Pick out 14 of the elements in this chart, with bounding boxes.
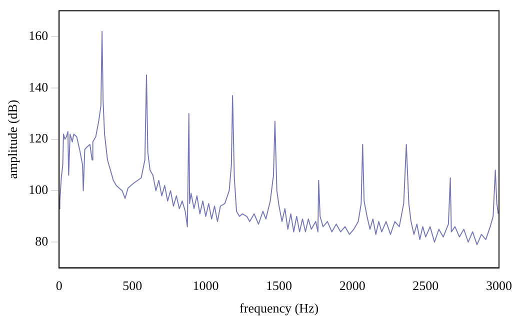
x-tick-label: 500 <box>122 278 142 294</box>
x-tick-label: 1500 <box>266 278 292 294</box>
x-tick-label: 0 <box>56 278 62 294</box>
x-tick-label: 1000 <box>192 278 219 294</box>
x-tick-label: 2500 <box>412 278 439 294</box>
y-tick-label: 160 <box>28 28 48 43</box>
y-tick-label: 140 <box>28 79 48 94</box>
x-tick-label: 2000 <box>339 278 366 294</box>
y-tick-label: 100 <box>28 182 48 198</box>
y-axis-title: amplitude (dB) <box>5 100 20 179</box>
x-axis-title: frequency (Hz) <box>240 300 319 316</box>
x-tick-label: 3000 <box>486 278 512 294</box>
y-tick-label: 120 <box>28 130 48 146</box>
y-tick-label: 80 <box>35 234 48 249</box>
